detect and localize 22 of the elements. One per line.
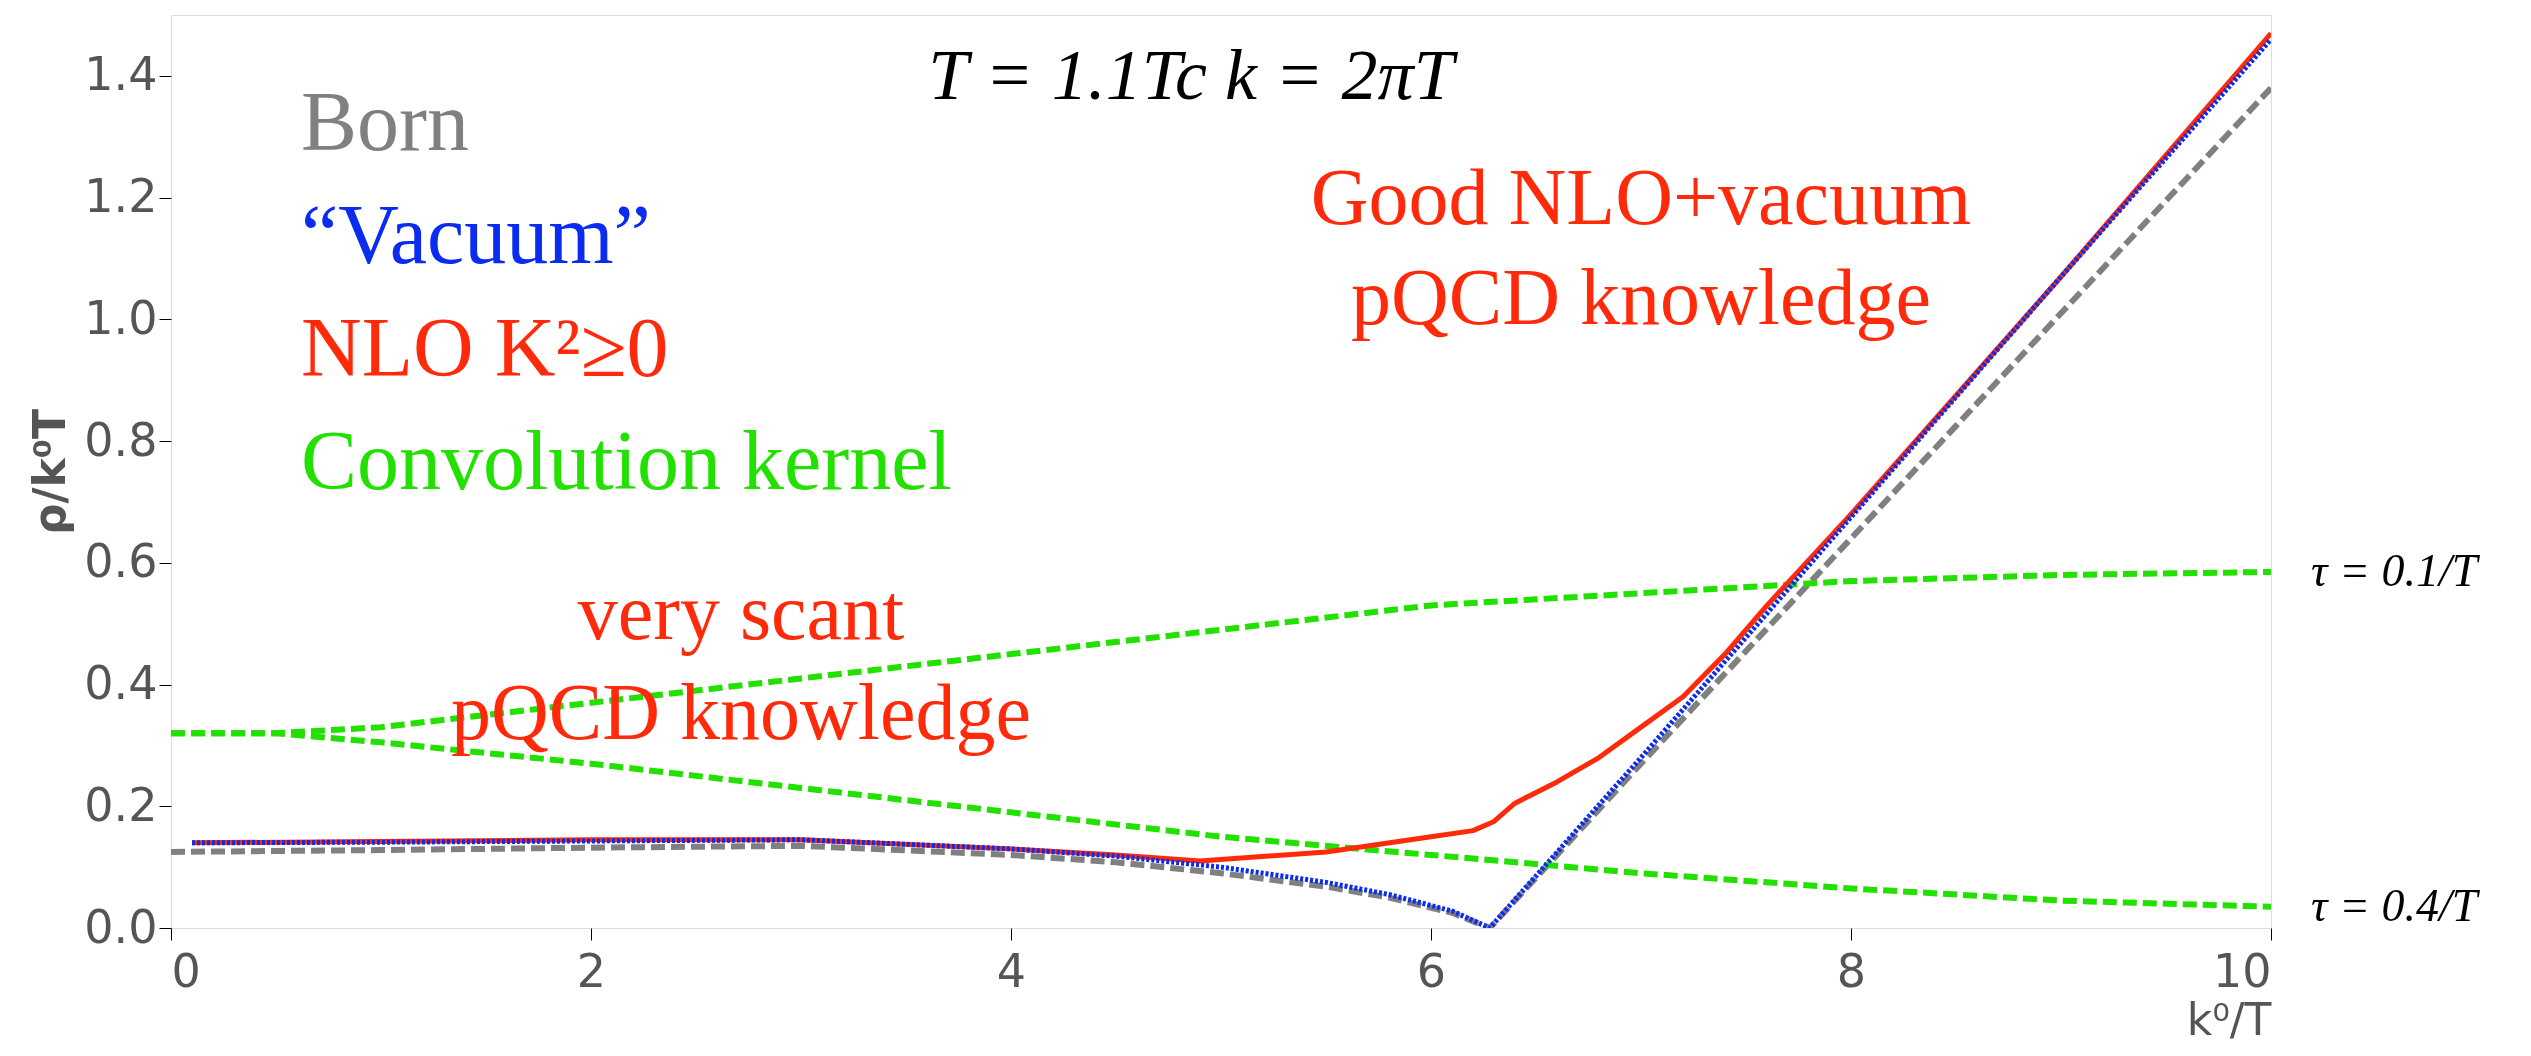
y-axis-title: ρ/k⁰T xyxy=(24,408,76,536)
annotation: τ = 0.1/T xyxy=(2311,544,2481,596)
y-tick-label: 0.2 xyxy=(84,777,158,832)
y-tick-label: 0.8 xyxy=(84,412,158,467)
annotation: Good NLO+vacuum pQCD knowledge xyxy=(1310,153,1972,341)
text: “Vacuum” xyxy=(301,188,651,281)
text: Born xyxy=(301,75,469,168)
y-tick-label: 1.0 xyxy=(84,290,158,345)
y-tick-label: 0.4 xyxy=(84,656,158,711)
y-tick-label: 1.4 xyxy=(84,47,158,102)
series-label: Convolution kernel xyxy=(301,414,952,507)
y-tick-label: 0.0 xyxy=(84,899,158,954)
x-tick-label: 2 xyxy=(576,943,607,998)
x-tick-label: 6 xyxy=(1416,943,1447,998)
annotation: τ = 0.4/T xyxy=(2311,879,2481,931)
x-tick-label: 4 xyxy=(996,943,1027,998)
y-tick-label: 0.6 xyxy=(84,534,158,589)
x-tick-label: 0 xyxy=(171,943,201,998)
x-tick-label: 8 xyxy=(1836,943,1867,998)
text: NLO K²≥0 xyxy=(301,301,669,394)
y-tick-label: 1.2 xyxy=(84,169,158,224)
chart-title: T = 1.1Tc k = 2πT xyxy=(928,35,1459,115)
